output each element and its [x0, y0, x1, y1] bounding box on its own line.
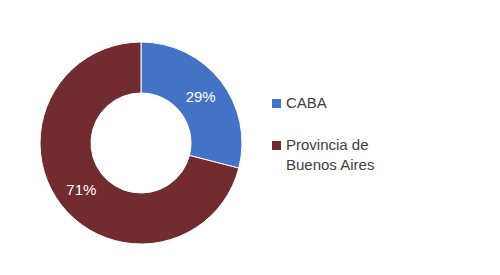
html-text:CABA: CABA — [286, 94, 327, 111]
svg-text:29%: 29% — [186, 88, 216, 105]
html-text:Provincia de Buenos Aires: Provincia de Buenos Aires — [286, 136, 375, 173]
svg-text:71%: 71% — [66, 181, 96, 198]
